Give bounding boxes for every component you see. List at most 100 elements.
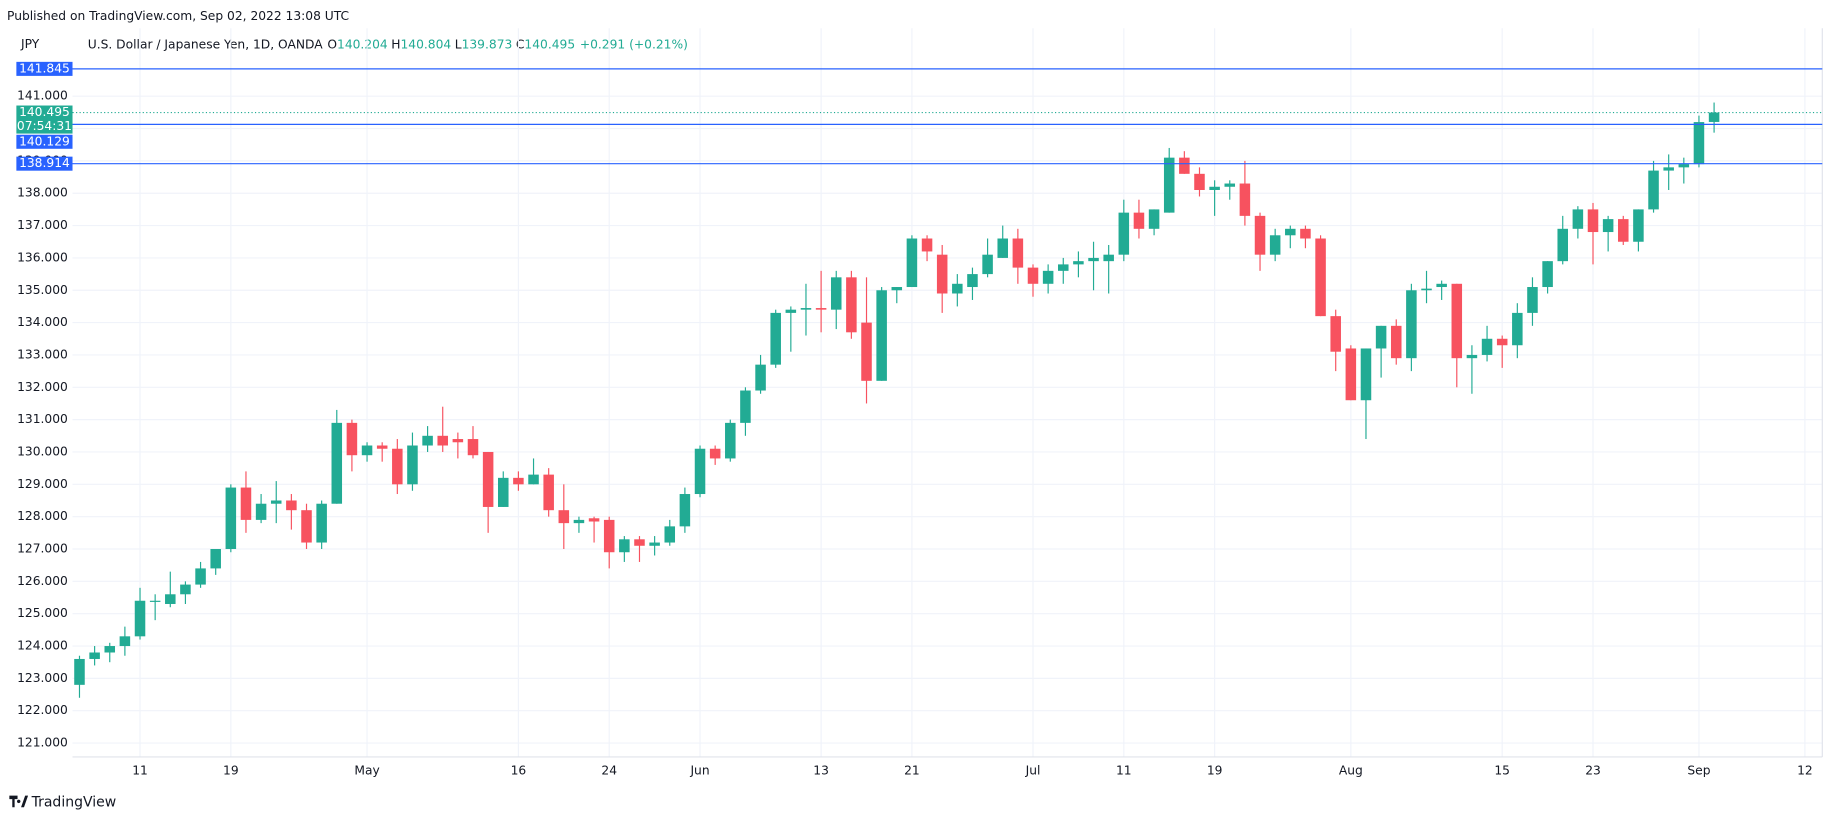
candle-body xyxy=(165,594,176,604)
candle-body xyxy=(1708,112,1720,122)
candle-body xyxy=(830,277,842,310)
candle-body xyxy=(528,474,539,485)
legend-key: H xyxy=(391,37,400,51)
candle-body xyxy=(1194,173,1205,190)
candle-body xyxy=(1224,183,1236,187)
legend-value: 140.204 xyxy=(337,37,388,51)
x-tick-label: 11 xyxy=(1116,764,1132,778)
candle-body xyxy=(1360,348,1372,401)
candle-body xyxy=(603,519,615,553)
x-tick-label: Jun xyxy=(689,764,709,778)
candle-body xyxy=(119,636,131,647)
candle-body xyxy=(1663,167,1674,171)
candle-body xyxy=(921,238,933,252)
candle-body xyxy=(1179,157,1190,174)
candle-body xyxy=(952,283,963,294)
candle-body xyxy=(1527,287,1538,313)
candle-body xyxy=(1587,209,1599,233)
candle-body xyxy=(1557,228,1568,262)
candle-body xyxy=(1285,228,1296,236)
candle-body xyxy=(1254,215,1266,255)
candle-body xyxy=(861,322,872,381)
candle-body xyxy=(286,500,297,511)
y-tick-label: 130.000 xyxy=(17,444,68,458)
candle-body xyxy=(876,290,887,381)
y-tick-label: 122.000 xyxy=(17,703,68,717)
x-tick-label: 16 xyxy=(511,764,527,778)
countdown-label: 07:54:31 xyxy=(17,119,72,133)
candle-body xyxy=(482,451,494,507)
candle-body xyxy=(709,448,721,459)
x-tick-label: 13 xyxy=(813,764,829,778)
symbol: JPY xyxy=(20,37,40,51)
y-tick-label: 132.000 xyxy=(17,380,68,394)
candle-body xyxy=(255,503,267,520)
candle-body xyxy=(104,646,116,653)
candle-body xyxy=(1572,209,1584,229)
price-label-box xyxy=(16,134,73,149)
candle-body xyxy=(376,445,388,449)
candle-body xyxy=(725,422,736,459)
candle-body xyxy=(270,500,282,504)
candle-body xyxy=(74,658,85,685)
candle-body xyxy=(180,584,191,595)
candle-body xyxy=(452,439,464,443)
y-tick-label: 134.000 xyxy=(17,315,68,329)
candle-body xyxy=(1118,212,1130,255)
candle-body xyxy=(679,494,691,527)
candle-body xyxy=(649,542,660,546)
candle-body xyxy=(543,474,554,511)
x-tick-label: Aug xyxy=(1339,764,1363,778)
candle-body xyxy=(846,277,857,333)
candle-body xyxy=(1496,338,1508,346)
x-tick-label: Jul xyxy=(1025,764,1041,778)
candle-body xyxy=(558,510,570,524)
candle-body xyxy=(1300,228,1311,239)
candle-body xyxy=(240,487,252,520)
x-tick-label: 12 xyxy=(1797,764,1813,778)
price-label-box xyxy=(16,61,73,76)
candle-body xyxy=(1163,157,1175,213)
x-tick-label: May xyxy=(354,764,379,778)
candle-body xyxy=(634,539,645,546)
y-tick-label: 125.000 xyxy=(17,606,68,620)
candle-body xyxy=(1390,325,1402,359)
candle-body xyxy=(1148,209,1160,229)
candle-body xyxy=(1345,348,1357,401)
candle-body xyxy=(361,445,373,456)
candle-body xyxy=(1330,316,1341,352)
price-label: 141.845 xyxy=(19,61,70,75)
candle-body xyxy=(1133,212,1145,229)
candle-body xyxy=(1466,354,1478,359)
candle-body xyxy=(815,308,827,310)
y-tick-label: 121.000 xyxy=(17,736,68,750)
legend-key: C xyxy=(516,37,525,51)
candle-body xyxy=(210,549,221,569)
legend-value: 139.873 xyxy=(462,37,513,51)
candle-body xyxy=(1315,238,1326,317)
price-label: 138.914 xyxy=(19,156,70,170)
y-tick-label: 141.000 xyxy=(17,89,68,103)
legend-key: O xyxy=(327,37,337,51)
price-label-box xyxy=(16,156,73,171)
candle-body xyxy=(1421,288,1432,291)
y-tick-label: 137.000 xyxy=(17,218,68,232)
candle-body xyxy=(316,503,327,543)
candle-body xyxy=(1027,267,1039,284)
legend-name: U.S. Dollar / Japanese Yen, 1D, OANDA xyxy=(88,37,324,51)
candle-body xyxy=(346,422,358,456)
candle-body xyxy=(1375,325,1387,349)
y-tick-label: 135.000 xyxy=(17,283,68,297)
candle-body xyxy=(1436,283,1447,288)
candle-body xyxy=(573,519,585,524)
brand: TradingView xyxy=(31,795,117,811)
candle-body xyxy=(755,364,766,391)
price-label: 140.129 xyxy=(19,134,70,148)
legend-key: L xyxy=(455,37,462,51)
candle-body xyxy=(936,254,948,294)
y-tick-label: 124.000 xyxy=(17,639,68,653)
candle-body xyxy=(1693,122,1705,165)
candle-body xyxy=(513,477,524,485)
candle-body xyxy=(1269,235,1281,255)
